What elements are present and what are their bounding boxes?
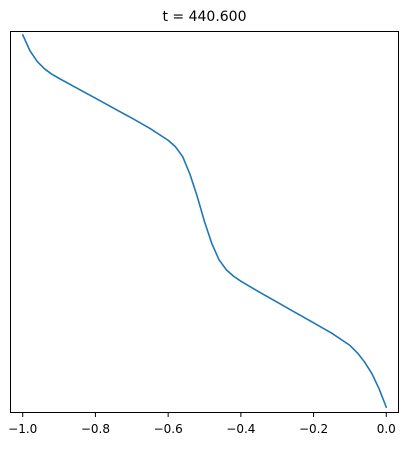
x-tick-label-0: −1.0 [8, 422, 37, 436]
x-axis-ticks: −1.0 −0.8 −0.6 −0.4 −0.2 0.0 [8, 413, 396, 436]
x-tick-label-5: 0.0 [377, 422, 396, 436]
x-tick-label-1: −0.8 [81, 422, 110, 436]
x-tick-label-3: −0.4 [226, 422, 255, 436]
chart-title: t = 440.600 [162, 9, 246, 25]
x-tick-label-4: −0.2 [299, 422, 328, 436]
x-tick-label-2: −0.6 [154, 422, 183, 436]
series-line-0 [21, 34, 388, 409]
plot-layer [21, 34, 388, 409]
axes-frame [10, 31, 399, 413]
